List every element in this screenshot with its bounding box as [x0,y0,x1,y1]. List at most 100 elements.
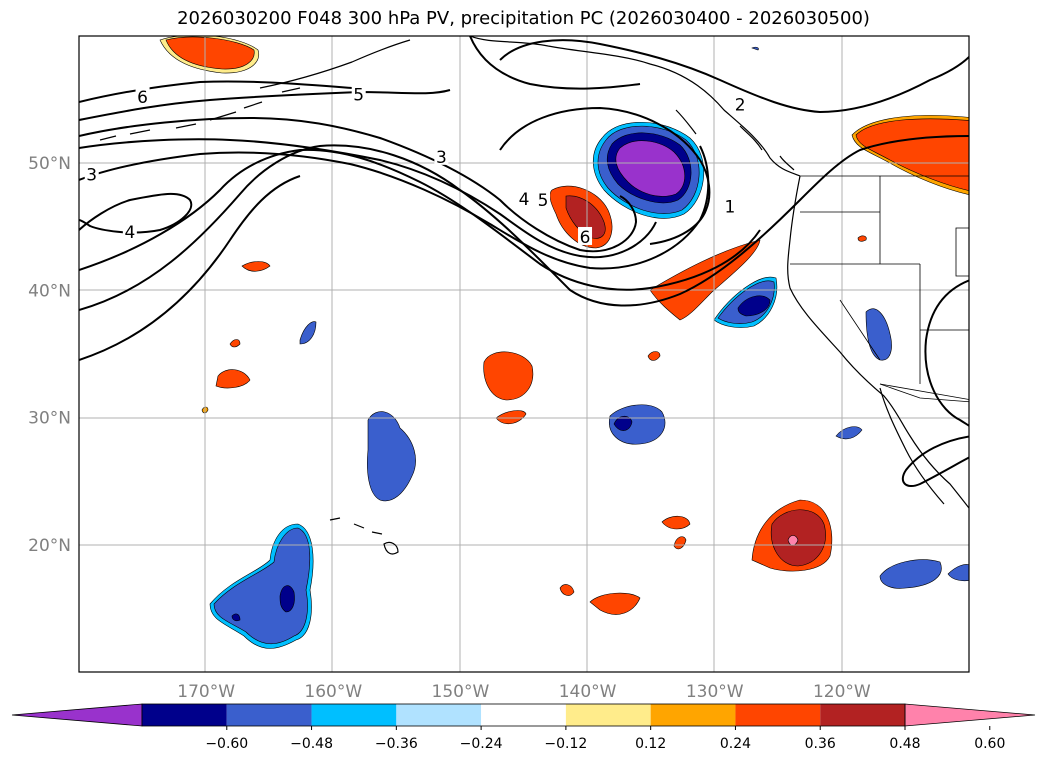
contour-label-background [84,164,99,183]
colorbar-segment [226,704,312,726]
pv-contour-1 [79,135,969,311]
gridlines [79,36,969,672]
colorbar-tick-label: −0.60 [205,736,248,752]
precip-positive-area [559,584,575,596]
pv-contour-4 [79,116,638,253]
colorbar-segment [142,704,227,726]
precip-positive-area [857,235,867,242]
lat-label: 50°N [28,154,71,174]
figure-title: 2026030200 F048 300 hPa PV, precipitatio… [177,8,870,29]
precip-negative-area [615,140,686,197]
contour-label-background [722,196,737,215]
pv-contour-label: 2 [735,96,746,116]
colorbar-tick-label: −0.48 [290,736,333,752]
lon-label: 160°W [304,682,362,702]
colorbar-segment [396,704,482,726]
pv-contour-label: 4 [519,190,530,210]
contour-label-background [517,188,531,207]
colorbar-tick-label: 0.60 [974,736,1005,752]
pv-contour-4 [79,192,193,234]
colorbar-segment [311,704,397,726]
pv-contour-2 [499,39,969,114]
colorbar-tick-label: −0.24 [460,736,503,752]
precip-positive-area [673,536,687,550]
colorbar-segment [565,704,651,726]
precip-negative-area [299,321,317,345]
coastlines [99,36,969,555]
colorbar-tick-label: 0.36 [805,736,836,752]
contour-label-background [122,221,137,240]
pv-contour-2 [79,148,761,291]
colorbar-segment [735,704,821,726]
pv-contour-label: 3 [436,148,447,168]
precip-negative-area [231,613,241,622]
pv-contour-3 [79,138,657,259]
us-state-borders [790,176,969,400]
colorbar-segment [650,704,736,726]
pv-contour-5 [79,89,451,121]
lon-label: 140°W [559,682,617,702]
colorbar-frame [141,703,906,727]
pv-contour-1 [924,279,969,427]
precip-positive-area [165,36,255,70]
pv-contour-label: 1 [725,197,736,217]
precip-positive-area [229,339,241,348]
contour-label-background [733,94,748,113]
hawaii-islands [329,517,399,555]
mexico-border [879,383,969,403]
aleutian-islands [99,87,301,141]
lon-label: 120°W [813,682,871,702]
colorbar-tick-label: 0.12 [635,736,666,752]
pv-contour-label: 3 [86,166,97,186]
map-background [79,36,969,672]
precip-positive-area [661,515,691,530]
pv-contour-label: 5 [353,86,364,106]
precip-positive-area [483,351,534,401]
colorbar-tick-label: 0.48 [889,736,920,752]
precip-positive-area [565,195,606,239]
contour-label-background [578,226,593,245]
precip-positive-area [589,592,641,615]
colorbar [11,703,1036,727]
colorbar-extend-min [11,703,143,727]
political-borders [790,175,969,403]
pv-contour-label: 4 [124,223,135,243]
contour-label-background [351,84,366,103]
precip-negative-area [947,564,969,582]
lon-label: 130°W [686,682,744,702]
colorbar-tick-label: −0.12 [544,736,587,752]
precip-positive-area [647,351,661,361]
lat-label: 30°N [28,409,71,429]
lat-label: 20°N [28,536,71,556]
contour-label-background [135,87,150,106]
precip-positive-area [770,509,826,567]
pv-contour-6 [79,80,353,103]
precip-negative-area [279,585,295,613]
lon-label: 150°W [432,682,490,702]
latitude-labels: 50°N 40°N 30°N 20°N [28,154,71,556]
lon-label: 170°W [177,682,235,702]
pv-contour-1 [469,36,711,245]
colorbar-segment [481,704,566,726]
map-frame [78,35,970,673]
precip-negative-area [737,295,771,317]
pv-contour-1 [901,435,969,488]
precip-negative-area [879,559,942,589]
longitude-labels: 170°W 160°W 150°W 140°W 130°W 120°W [177,682,871,702]
precip-positive-area [241,261,271,272]
colorbar-tick-labels: −0.60 −0.48 −0.36 −0.24 −0.12 0.12 0.24 0.36 0.4… [205,726,1005,752]
alaska-coastline [259,36,801,177]
precip-positive-area [495,410,527,425]
pv-contour-label: 6 [137,88,148,108]
pv-contour-1 [79,175,301,361]
lat-label: 40°N [28,281,71,301]
contour-label-background [536,190,551,209]
north-america-west-coast [787,175,969,510]
baja-peninsula [879,387,945,505]
precip-positive-area [215,369,251,389]
precip-negative-area [609,404,666,445]
